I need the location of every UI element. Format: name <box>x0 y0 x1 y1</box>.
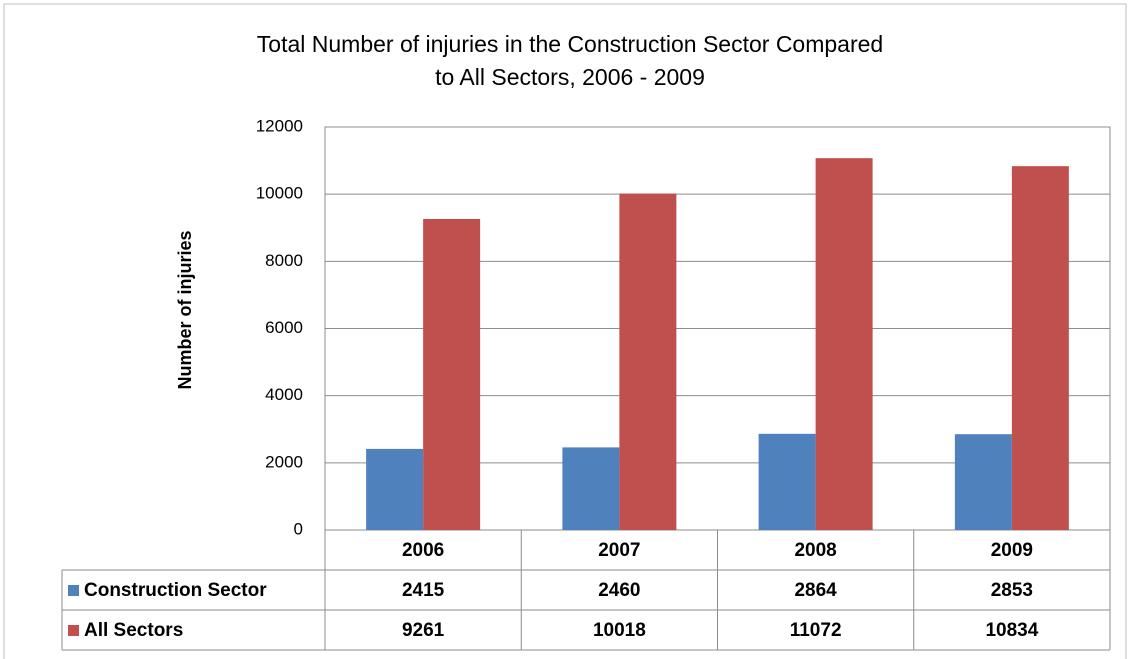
bar <box>423 218 481 531</box>
bar <box>619 193 677 530</box>
y-tick-label: 10000 <box>256 184 303 203</box>
bar <box>954 434 1012 530</box>
y-tick-label: 8000 <box>265 251 303 270</box>
chart-title: to All Sectors, 2006 - 2009 <box>435 64 705 90</box>
y-tick-label: 2000 <box>265 452 303 471</box>
table-value: 2415 <box>402 580 445 601</box>
table-value: 2864 <box>794 580 837 601</box>
bar <box>366 448 424 530</box>
y-axis-title: Number of injuries <box>175 230 195 389</box>
table-value: 2460 <box>598 580 640 601</box>
x-tick-label: 2009 <box>991 540 1033 561</box>
x-tick-label: 2006 <box>402 540 444 561</box>
table-value: 11072 <box>790 620 842 641</box>
bar <box>815 158 873 530</box>
bar <box>562 447 620 530</box>
x-tick-label: 2008 <box>794 540 836 561</box>
chart-title: Total Number of injuries in the Construc… <box>257 31 883 57</box>
bar <box>758 433 816 530</box>
legend-label: All Sectors <box>84 620 183 641</box>
y-tick-label: 6000 <box>265 318 303 337</box>
y-tick-label: 4000 <box>265 385 303 404</box>
table-value: 9261 <box>402 620 445 641</box>
legend-label: Construction Sector <box>84 580 267 601</box>
table-value: 10834 <box>985 620 1038 641</box>
table-value: 10018 <box>593 620 646 641</box>
legend-key <box>68 585 79 596</box>
bar <box>1011 166 1069 530</box>
table-value: 2853 <box>991 580 1033 601</box>
y-tick-label: 0 <box>294 519 303 538</box>
x-tick-label: 2007 <box>598 540 640 561</box>
chart-border <box>3 3 1127 659</box>
y-tick-label: 12000 <box>256 116 303 135</box>
legend-key <box>68 625 79 636</box>
